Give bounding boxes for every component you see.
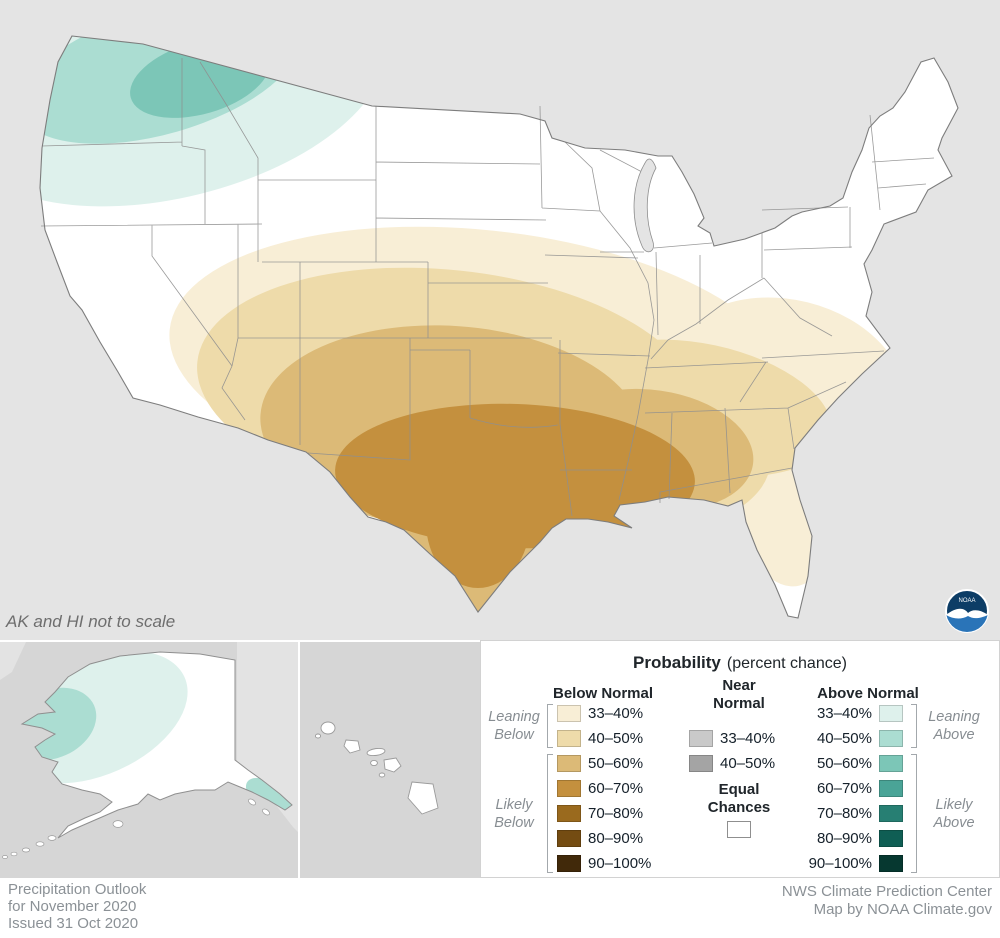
aleutian-islands [2, 798, 270, 859]
below-90-100-swatch [557, 855, 581, 872]
above-33-40-swatch [879, 705, 903, 722]
range-label: 70–80% [816, 805, 872, 822]
below-normal-header: Below Normal [552, 685, 654, 702]
leaning-above-bracket [911, 704, 917, 748]
hawaii-inset-panel [300, 640, 480, 878]
canada-landmass [237, 642, 298, 832]
near-normal-scale: 33–40% 40–50% [689, 730, 775, 772]
hawaii-inset-map [300, 642, 480, 878]
lake-michigan [633, 158, 657, 253]
above-60-70-swatch [879, 780, 903, 797]
likely-above-bracket [911, 754, 917, 873]
alaska-inset-map [0, 642, 298, 878]
range-label: 90–100% [588, 855, 652, 872]
below-80-90-swatch [557, 830, 581, 847]
near-33-40-swatch [689, 730, 713, 747]
likely-above-label: Likely Above [933, 797, 975, 831]
legend-row: 90–100% [808, 855, 903, 872]
legend-row: 50–60% [557, 755, 651, 772]
range-label: 50–60% [588, 755, 644, 772]
footer-issued-date: Issued 31 Oct 2020 [8, 915, 139, 932]
below-70-80-swatch [557, 805, 581, 822]
noaa-logo-art [946, 608, 988, 632]
legend-title-note: (percent chance) [726, 655, 847, 672]
near-normal-header: Near Normal [713, 677, 765, 712]
range-label: 33–40% [588, 705, 644, 722]
footer-product-info: Precipitation Outlook for November 2020 … [8, 881, 146, 932]
leaning-above-label: Leaning Above [928, 709, 980, 743]
legend-row: 40–50% [811, 730, 903, 747]
hawaiian-islands [314, 721, 439, 815]
noaa-logo: NOAA [945, 589, 989, 633]
above-80-90-swatch [879, 830, 903, 847]
legend-row: 33–40% [689, 730, 775, 747]
leaning-below-label: Leaning Below [488, 709, 540, 743]
below-60-70-region-south-texas [426, 456, 530, 588]
above-50-60-swatch [879, 755, 903, 772]
legend-row: 90–100% [557, 855, 651, 872]
noaa-logo-text: NOAA [958, 598, 975, 604]
state-borders [40, 58, 935, 517]
range-label: 33–40% [816, 705, 872, 722]
above-70-80-swatch [879, 805, 903, 822]
likely-below-bracket [547, 754, 553, 873]
footer-product-line1: Precipitation Outlook [8, 881, 147, 898]
leaning-below-bracket [547, 704, 553, 748]
range-label: 80–90% [816, 830, 872, 847]
legend-title: Probability (percent chance) [481, 653, 999, 673]
legend-row: 33–40% [557, 705, 651, 722]
footer-attribution: Map by NOAA Climate.gov [813, 901, 992, 918]
range-label: 80–90% [588, 830, 644, 847]
range-label: 33–40% [720, 730, 776, 747]
above-90-100-swatch [879, 855, 903, 872]
alaska-inset-panel [0, 640, 300, 878]
below-33-40-swatch [557, 705, 581, 722]
footer-product-line2: for November 2020 [8, 898, 137, 915]
above-normal-scale: 33–40% 40–50% 50–60% 60–70% 70–80% 80–90… [808, 705, 903, 872]
likely-below-label: Likely Below [494, 797, 534, 831]
below-60-70-swatch [557, 780, 581, 797]
equal-chances-label: Equal Chances [707, 781, 771, 816]
legend-row: 70–80% [811, 805, 903, 822]
legend-row: 80–90% [811, 830, 903, 847]
below-50-60-swatch [557, 755, 581, 772]
footer: Precipitation Outlook for November 2020 … [0, 878, 1000, 938]
below-normal-regions [169, 226, 905, 618]
legend-row: 40–50% [557, 730, 651, 747]
scale-note: AK and HI not to scale [6, 612, 176, 631]
range-label: 40–50% [588, 730, 644, 747]
range-label: 60–70% [816, 780, 872, 797]
legend-row: 60–70% [557, 780, 651, 797]
conus-map [39, 35, 959, 619]
footer-source: NWS Climate Prediction Center [781, 883, 992, 900]
legend-row: 80–90% [557, 830, 651, 847]
russia-landmass [0, 642, 26, 680]
legend-row: 33–40% [811, 705, 903, 722]
range-label: 40–50% [720, 755, 776, 772]
equal-chances-swatch [727, 821, 751, 838]
range-label: 40–50% [816, 730, 872, 747]
range-label: 90–100% [808, 855, 872, 872]
range-label: 60–70% [588, 780, 644, 797]
legend-title-main: Probability [633, 653, 721, 672]
below-normal-scale: 33–40% 40–50% 50–60% 60–70% 70–80% 80–90… [557, 705, 651, 872]
below-40-50-swatch [557, 730, 581, 747]
above-40-50-swatch [879, 730, 903, 747]
legend-row: 40–50% [689, 755, 775, 772]
range-label: 50–60% [816, 755, 872, 772]
footer-credits: NWS Climate Prediction Center Map by NOA… [782, 883, 992, 919]
legend-row: 60–70% [811, 780, 903, 797]
near-40-50-swatch [689, 755, 713, 772]
conus-map-panel: AK and HI not to scale NOAA [0, 0, 1000, 640]
legend-row: 70–80% [557, 805, 651, 822]
legend-row: 50–60% [811, 755, 903, 772]
range-label: 70–80% [588, 805, 644, 822]
above-normal-header: Above Normal [817, 685, 919, 702]
noaa-seagull-icon [946, 608, 988, 619]
legend-panel: Probability (percent chance) Below Normal… [480, 640, 1000, 878]
